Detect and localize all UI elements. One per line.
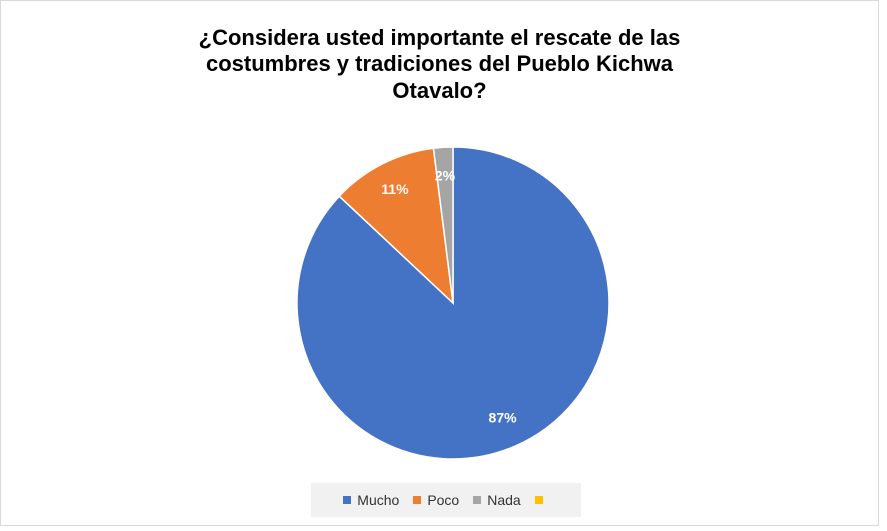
legend-swatch-empty [534,496,543,504]
legend: Mucho Poco Nada [311,483,581,517]
legend-swatch-mucho [343,496,352,504]
chart-title-line: costumbres y tradiciones del Pueblo Kich… [205,51,674,77]
legend-label-nada: Nada [487,492,521,508]
legend-item-mucho: Mucho [343,492,399,508]
legend-label-mucho: Mucho [357,492,400,508]
pie-slice-poco [338,147,455,305]
legend-label-poco: Poco [427,492,460,508]
pie-labels: 87% 11% 2% [381,167,517,425]
data-label-poco: 11% [381,181,409,197]
chart-title-line: Otavalo? [392,77,487,103]
chart-title: ¿Considera usted importante el rescate d… [1,25,878,104]
legend-swatch-nada [473,496,482,504]
legend-item-nada: Nada [473,492,521,508]
pie-slice-nada [432,146,454,304]
chart-title-line: ¿Considera usted importante el rescate d… [198,25,681,50]
legend-item-empty [534,496,549,504]
data-label-mucho: 87% [489,410,518,426]
pie-slices [296,146,610,460]
legend-swatch-poco [413,496,422,504]
legend-item-poco: Poco [413,492,459,508]
data-label-nada: 2% [435,167,456,183]
